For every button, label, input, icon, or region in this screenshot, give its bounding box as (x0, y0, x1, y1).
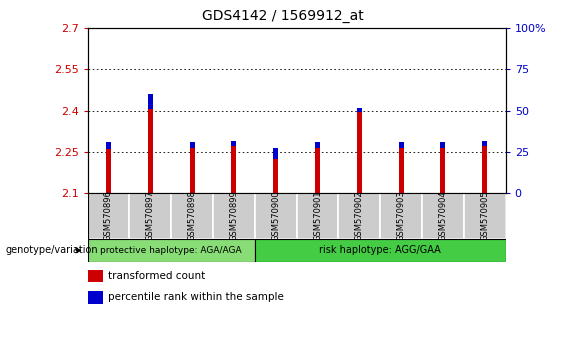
Text: GSM570902: GSM570902 (355, 190, 364, 241)
Bar (315, 142, 320, 148)
Text: GDS4142 / 1569912_at: GDS4142 / 1569912_at (202, 9, 363, 23)
Bar (129, 193, 171, 239)
Bar (422, 193, 464, 239)
Text: GSM570900: GSM570900 (271, 190, 280, 241)
Bar (380, 193, 422, 239)
Text: genotype/variation: genotype/variation (6, 245, 98, 256)
Text: protective haplotype: AGA/AGA: protective haplotype: AGA/AGA (101, 246, 242, 255)
Bar (441, 148, 445, 193)
Bar (441, 142, 445, 148)
Bar (464, 193, 506, 239)
Bar (88, 193, 129, 239)
Bar (315, 148, 320, 193)
Bar (171, 193, 213, 239)
Bar (399, 148, 403, 193)
Bar (148, 94, 153, 109)
Text: GSM570897: GSM570897 (146, 190, 155, 241)
Bar (338, 193, 380, 239)
Bar (483, 146, 487, 193)
Text: GSM570904: GSM570904 (438, 190, 447, 241)
Bar (273, 148, 278, 159)
Bar (255, 193, 297, 239)
Bar (88, 270, 103, 282)
Bar (106, 149, 111, 193)
Bar (88, 239, 255, 262)
Text: GSM570898: GSM570898 (188, 190, 197, 241)
Bar (357, 108, 362, 112)
Text: risk haplotype: AGG/GAA: risk haplotype: AGG/GAA (319, 245, 441, 256)
Bar (213, 193, 255, 239)
Bar (483, 141, 487, 146)
Bar (148, 94, 153, 193)
Bar (297, 193, 338, 239)
Text: GSM570896: GSM570896 (104, 190, 113, 241)
Text: GSM570903: GSM570903 (397, 190, 406, 241)
Bar (190, 142, 194, 148)
Bar (232, 141, 236, 146)
Text: GSM570899: GSM570899 (229, 190, 238, 241)
Bar (399, 142, 403, 148)
Text: percentile rank within the sample: percentile rank within the sample (108, 292, 284, 302)
Bar (357, 108, 362, 193)
Text: transformed count: transformed count (108, 271, 205, 281)
Bar (106, 142, 111, 149)
Bar (255, 239, 506, 262)
Bar (273, 159, 278, 193)
Bar (88, 291, 103, 304)
Text: GSM570905: GSM570905 (480, 190, 489, 241)
Bar (232, 146, 236, 193)
Bar (190, 148, 194, 193)
Text: GSM570901: GSM570901 (313, 190, 322, 241)
